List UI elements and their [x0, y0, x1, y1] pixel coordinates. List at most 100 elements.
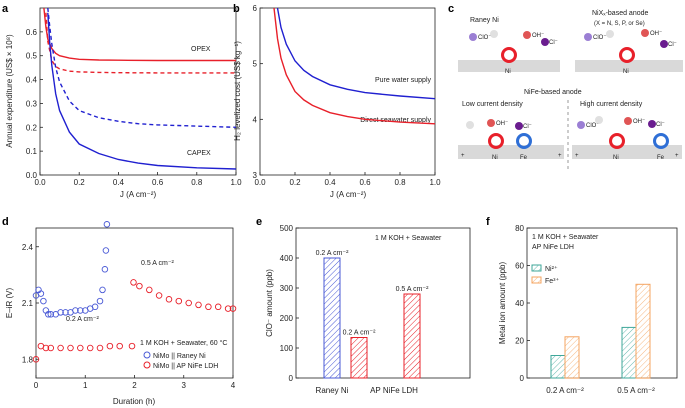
chart-b-legend-sea: Direct seawater supply: [360, 117, 431, 124]
chart-b-ytick-label-3: 6: [253, 4, 258, 13]
chart-b-frame: [259, 7, 436, 176]
panel-label-c: c: [448, 3, 454, 15]
nife-high-surface: [572, 145, 682, 159]
raney-clo-text: ClO⁻: [478, 35, 492, 41]
surface-plus-1: +: [461, 153, 465, 159]
chart-a-frame: [39, 7, 237, 176]
chart-f-ytick-label-2: 40: [515, 299, 524, 308]
chart-d-point-1-11: [128, 342, 136, 350]
nix-surface: [575, 60, 683, 72]
chart-d-ytick-label-0: 1.8: [22, 355, 34, 364]
raney-oh-text: OH⁻: [532, 33, 544, 39]
nife-low-cl-text: Cl⁻: [523, 124, 532, 130]
chart-e: ClO⁻ amount (ppb) 1 M KOH + Seawater 0 10…: [265, 224, 471, 395]
chart-f-legend-fe: Fe³⁺: [545, 277, 560, 285]
chart-d-ann-05: 0.5 A cm⁻²: [141, 260, 175, 267]
chart-a-ylabel: Annual expenditure (US$ × 10⁸): [5, 34, 14, 148]
panel-label-d: d: [2, 216, 9, 228]
raney-cl-ion: [541, 38, 549, 46]
chart-a-series-3: [47, 12, 237, 170]
nife-high-fe-text: Fe: [657, 155, 665, 161]
chart-d-point-0-2: [37, 290, 45, 297]
chart-d-ann-02: 0.2 A cm⁻²: [66, 316, 100, 323]
nife-high-fe-site: [653, 133, 669, 149]
surface-plus-4: +: [675, 153, 679, 159]
chart-d-point-0-16: [96, 297, 104, 305]
chart-f-legend-swatch-fe: [531, 276, 542, 284]
chart-a-xtick-label-5: 1.0: [230, 178, 242, 187]
nife-low-cl-ion: [515, 122, 523, 130]
chart-e-bar-1: [350, 337, 368, 379]
chart-d-point-1-3: [47, 344, 55, 352]
nife-low-ni-text: Ni: [492, 155, 498, 161]
chart-d-point-0-5: [45, 311, 52, 318]
chart-d-point-0-8: [57, 309, 64, 316]
chart-b-ylabel: H₂ levelized cost (US$ kg⁻¹): [233, 41, 242, 141]
chart-d-point-0-11: [72, 307, 79, 314]
chart-d-point-1-6: [77, 344, 84, 352]
raney-o2-molecule: [490, 30, 498, 38]
nix-ni-site: [619, 47, 635, 63]
chart-e-category-0: Raney Ni: [316, 386, 349, 395]
raney-ni-site: [501, 47, 517, 63]
chart-a-series-0: [43, 7, 236, 62]
chart-f-ytick-label-0: 0: [520, 374, 525, 383]
panel-label-a: a: [2, 3, 9, 15]
nife-low-ni-site: [488, 133, 504, 149]
chart-a-ytick-label-0: 0.0: [26, 171, 38, 180]
surface-plus-3: +: [575, 153, 579, 159]
nife-high-cl-ion: [648, 120, 656, 128]
chart-d-xtick-label-1: 1: [83, 381, 88, 390]
chart-f-category-0: 0.2 A cm⁻²: [546, 386, 584, 395]
nife-high-oh-ion: [624, 117, 632, 125]
chart-d-ylabel: E–iR (V): [5, 288, 14, 319]
nix-clo-text: ClO⁻: [593, 35, 607, 41]
chart-a-series-1: [45, 12, 236, 74]
chart-d-point-1-17: [175, 297, 183, 305]
chart-d-point-0-12: [77, 307, 84, 314]
nife-low-oh-text: OH⁻: [496, 121, 508, 127]
chart-a-ytick-label-1: 0.1: [26, 147, 38, 156]
chart-d-legend-raney: NiMo || Raney Ni: [153, 353, 206, 360]
chart-d-point-1-0: [32, 356, 40, 363]
chart-e-ytick-label-2: 200: [280, 314, 294, 323]
chart-d-point-1-16: [165, 296, 173, 303]
chart-e-ytick-label-5: 500: [280, 224, 294, 233]
chart-d-point-1-21: [214, 303, 222, 311]
chart-f-bar-1-0: [621, 326, 637, 379]
chart-d-point-1-7: [86, 344, 94, 352]
raney-cl-text: Cl⁻: [549, 40, 558, 46]
raney-clo-ion: [469, 33, 477, 41]
chart-d-point-1-10: [116, 342, 123, 350]
chart-d-point-1-22: [224, 305, 232, 312]
chart-d-point-1-20: [205, 303, 212, 311]
chart-e-bar-0: [323, 257, 341, 379]
nife-low-fe-text: Fe: [520, 155, 528, 161]
nix-clo-ion: [584, 33, 592, 41]
nife-high-ni-text: Ni: [613, 155, 619, 161]
chart-d-point-0-3: [40, 297, 47, 305]
chart-f-bar-1-1: [635, 283, 651, 379]
chart-d-point-1-14: [146, 286, 153, 294]
chart-d-point-0-19: [102, 247, 110, 254]
nife-low-surface: [458, 145, 564, 159]
chart-b-xlabel: J (A cm⁻²): [330, 190, 367, 199]
chart-d-point-1-13: [136, 282, 143, 290]
chart-a-ytick-label-5: 0.5: [26, 52, 38, 61]
chart-e-ytick-label-0: 0: [289, 374, 294, 383]
chart-f-bar-0-0: [550, 355, 566, 379]
chart-a-xtick-label-2: 0.4: [113, 178, 125, 187]
chart-f-title-1: 1 M KOH + Seawater: [532, 234, 599, 241]
chart-e-ytick-label-3: 300: [280, 284, 294, 293]
chart-e-ylabel: ClO⁻ amount (ppb): [265, 269, 274, 337]
chart-d-ytick-label-1: 2.1: [22, 299, 34, 308]
nife-high-oh-text: OH⁻: [633, 119, 645, 125]
chart-a-series-2: [47, 7, 237, 128]
chart-a-capex-label: CAPEX: [187, 150, 211, 157]
chart-b-xtick-label-0: 0.0: [254, 178, 266, 187]
chart-e-category-1: AP NiFe LDH: [370, 386, 418, 395]
chart-b-xtick-label-4: 0.8: [394, 178, 406, 187]
chart-b: H₂ levelized cost (US$ kg⁻¹) J (A cm⁻²) …: [233, 4, 441, 199]
chart-a-xtick-label-3: 0.6: [152, 178, 164, 187]
